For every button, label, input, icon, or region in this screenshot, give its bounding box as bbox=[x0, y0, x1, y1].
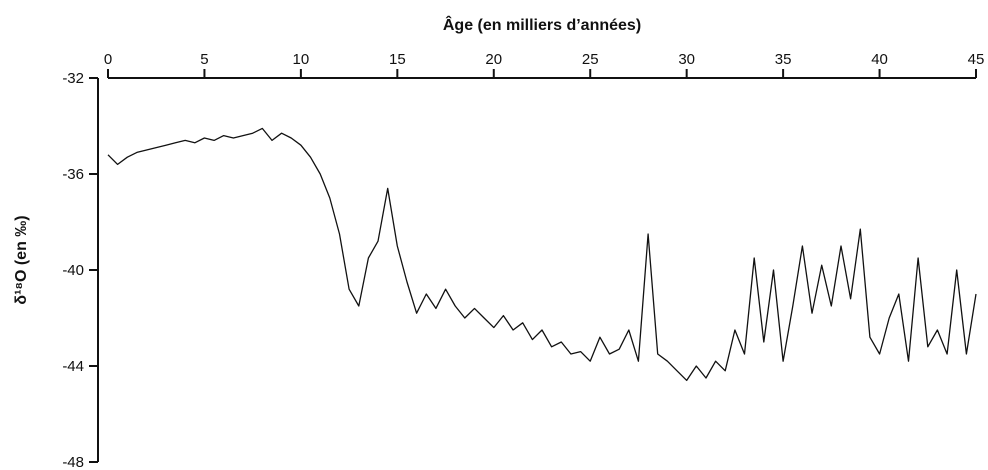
x-tick-label: 5 bbox=[200, 51, 208, 68]
plot-area bbox=[107, 127, 977, 382]
x-tick-label: 15 bbox=[389, 51, 406, 68]
y-tick-label: -32 bbox=[62, 70, 84, 87]
x-axis-ticks: 0 5 10 15 20 25 30 35 40 45 bbox=[104, 51, 985, 78]
y-tick-label: -40 bbox=[62, 262, 84, 279]
x-tick-label: 35 bbox=[775, 51, 792, 68]
data-series-line bbox=[107, 127, 977, 382]
x-tick-label: 0 bbox=[104, 51, 112, 68]
y-tick-label: -48 bbox=[62, 454, 84, 470]
y-tick-label: -36 bbox=[62, 166, 84, 183]
y-axis-title: δ¹⁸O (en ‰) bbox=[13, 215, 30, 304]
x-tick-label: 30 bbox=[678, 51, 695, 68]
x-axis-title: Âge (en milliers d’années) bbox=[443, 15, 641, 34]
x-tick-label: 40 bbox=[871, 51, 888, 68]
x-tick-label: 45 bbox=[968, 51, 985, 68]
x-tick-label: 10 bbox=[293, 51, 310, 68]
y-axis-ticks: -32 -36 -40 -44 -48 bbox=[62, 70, 98, 470]
x-tick-label: 20 bbox=[485, 51, 502, 68]
axes bbox=[97, 77, 976, 462]
y-tick-label: -44 bbox=[62, 358, 84, 375]
x-tick-label: 25 bbox=[582, 51, 599, 68]
